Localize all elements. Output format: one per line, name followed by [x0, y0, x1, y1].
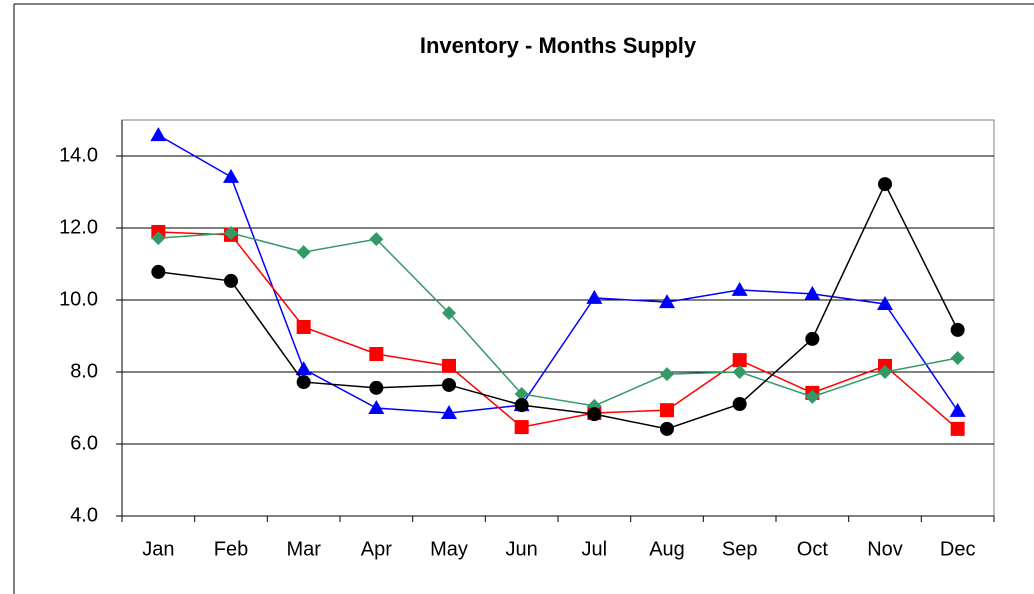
marker — [586, 289, 603, 304]
marker — [223, 168, 239, 183]
marker — [660, 367, 674, 382]
marker — [296, 245, 311, 260]
marker — [296, 375, 311, 390]
marker — [878, 177, 892, 192]
y-tick-label: 4.0 — [70, 504, 98, 526]
marker — [368, 400, 385, 414]
marker — [660, 403, 674, 418]
marker — [950, 322, 965, 337]
marker — [805, 331, 820, 346]
marker — [659, 294, 675, 309]
marker — [224, 273, 238, 288]
x-tick-label: Oct — [797, 538, 829, 560]
marker — [296, 320, 311, 334]
marker — [949, 402, 966, 417]
marker — [369, 232, 384, 247]
x-tick-label: Mar — [286, 538, 321, 560]
x-tick-label: Sep — [722, 538, 758, 560]
marker — [441, 405, 457, 420]
marker — [514, 386, 529, 401]
x-tick-label: Apr — [361, 538, 392, 560]
marker — [731, 281, 748, 296]
x-tick-label: Jan — [142, 538, 174, 560]
marker — [442, 305, 456, 320]
x-tick-label: Nov — [867, 538, 903, 560]
x-tick-label: Feb — [214, 538, 248, 560]
x-tick-label: Jun — [506, 538, 538, 560]
series-line — [158, 231, 959, 430]
y-tick-label: 12.0 — [59, 216, 98, 238]
y-tick-label: 6.0 — [70, 432, 98, 454]
marker — [514, 420, 529, 435]
marker — [877, 295, 893, 310]
marker — [442, 358, 456, 373]
x-tick-label: Dec — [940, 538, 976, 560]
marker — [804, 285, 821, 300]
marker — [150, 127, 167, 142]
series-line — [158, 182, 959, 430]
marker — [514, 398, 529, 413]
marker — [369, 380, 384, 395]
y-tick-label: 14.0 — [59, 144, 98, 166]
series-line — [157, 134, 959, 414]
y-tick-label: 8.0 — [70, 360, 98, 382]
x-tick-label: May — [430, 538, 468, 560]
x-tick-label: Aug — [649, 538, 685, 560]
marker — [732, 353, 747, 368]
marker — [295, 361, 312, 376]
marker — [442, 377, 456, 392]
chart-title: Inventory - Months Supply — [420, 33, 697, 58]
y-tick-label: 10.0 — [59, 288, 98, 310]
marker — [805, 389, 820, 404]
x-tick-label: Jul — [582, 538, 608, 560]
marker — [950, 350, 965, 365]
marker — [587, 407, 602, 422]
marker — [224, 226, 238, 241]
marker — [732, 365, 747, 379]
marker — [878, 365, 892, 379]
marker — [151, 231, 166, 246]
marker — [660, 421, 674, 436]
marker — [950, 421, 965, 436]
series-line — [158, 232, 958, 407]
marker — [151, 264, 166, 279]
marker — [732, 397, 747, 412]
marker — [369, 347, 384, 361]
